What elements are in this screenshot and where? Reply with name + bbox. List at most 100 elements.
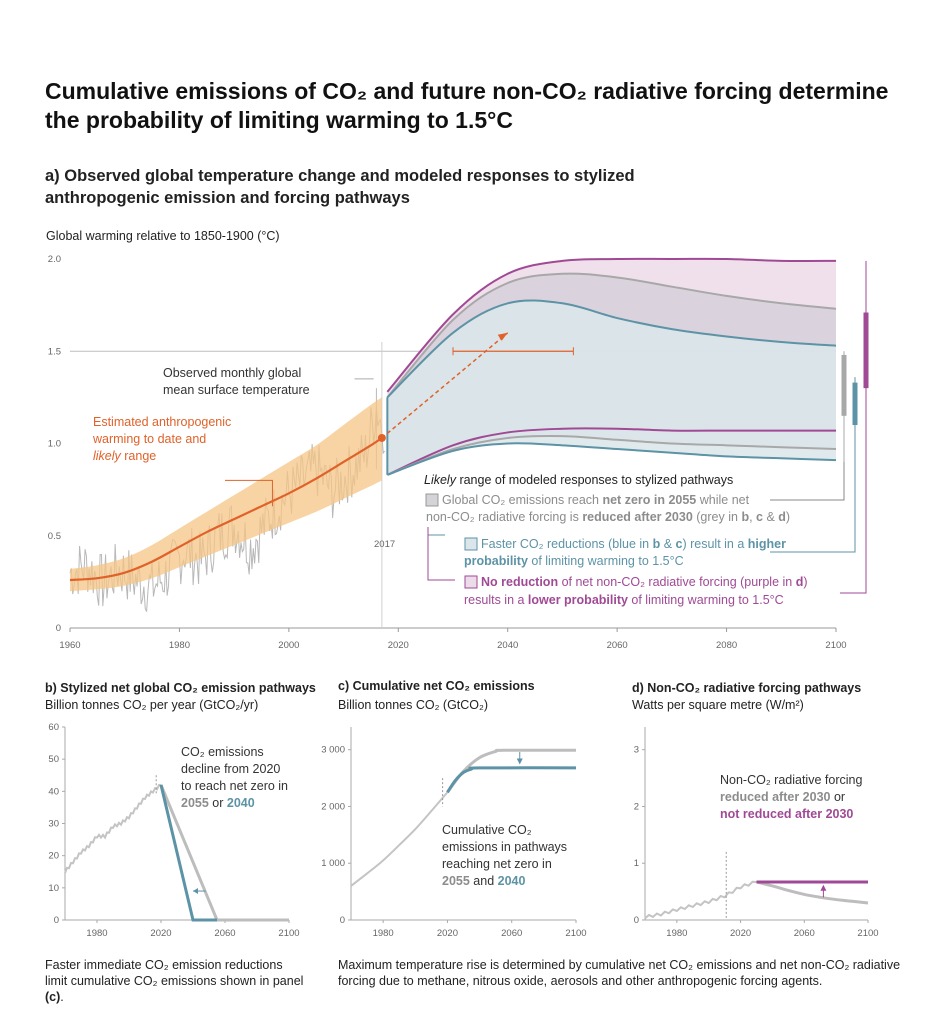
legend-purple-swatch: [464, 575, 478, 589]
rich-segment: lower probability: [528, 593, 628, 607]
rich-segment: b: [653, 537, 661, 551]
panel-b-subtitle: Billion tonnes CO₂ per year (GtCO₂/yr): [45, 698, 259, 712]
rich-segment: ,: [749, 510, 756, 524]
rich-segment: 2040: [227, 796, 255, 810]
panel-d-annotation-line-2: reduced after 2030 or: [720, 790, 845, 804]
x-tick-label: 2060: [794, 928, 815, 939]
x-tick-label: 1980: [86, 928, 107, 939]
rich-segment: ): [786, 510, 790, 524]
legend-blue-line-2: probability of limiting warming to 1.5°C: [464, 554, 684, 568]
rich-segment: d: [778, 510, 786, 524]
rich-segment: b: [741, 510, 749, 524]
rich-segment: (c): [45, 990, 61, 1004]
panel-d-arrowhead: [820, 884, 827, 891]
y-tick-label: 20: [48, 851, 59, 862]
rich-segment: c: [756, 510, 763, 524]
panel-c-annotation-line-4: 2055 and 2040: [442, 874, 525, 888]
band-upper-purple: [386, 257, 837, 393]
rich-segment: 2055: [442, 874, 470, 888]
x-tick-label: 2020: [388, 640, 409, 651]
rich-segment: (grey in: [693, 510, 742, 524]
rich-segment: c: [676, 537, 683, 551]
purple-to-bar-connector: [840, 434, 867, 594]
y-tick-label: 0: [340, 915, 345, 926]
reduced-after-2030: reduced after 2030: [720, 790, 831, 804]
anthropogenic-likely-band: [70, 397, 382, 592]
panel-d-annotation-line-3: not reduced after 2030: [720, 807, 853, 821]
panel-d-historical-line: [644, 880, 757, 920]
page-title: Cumulative emissions of CO₂ and future n…: [45, 78, 889, 133]
panel-d-grey-line: [756, 880, 869, 905]
anthropogenic-central-line: [69, 437, 383, 582]
observed-annotation-line-1: Observed monthly global: [163, 366, 301, 380]
rich-segment: Faster immediate CO₂ emission reductions…: [45, 958, 304, 988]
rich-segment: and: [470, 874, 498, 888]
panel-c-title: c) Cumulative net CO₂ emissions: [338, 679, 535, 693]
panel-a-title: a) Observed global temperature change an…: [45, 167, 635, 207]
panel-c-subtitle: Billion tonnes CO₂ (GtCO₂): [338, 698, 489, 712]
y-tick-label: 0: [54, 915, 59, 926]
rich-segment: ) result in a: [682, 537, 747, 551]
projection-dashed-arrow: [381, 332, 509, 439]
rich-segment: while net: [696, 493, 749, 507]
y-tick-label: 1.5: [48, 346, 61, 357]
y-tick-label: 0: [634, 915, 639, 926]
x-tick-label: 2020: [150, 928, 171, 939]
y-tick-label: 3 000: [321, 745, 345, 756]
y-tick-label: 50: [48, 754, 59, 765]
legend-purple-line-1: No reduction of net non-CO₂ radiative fo…: [481, 575, 808, 589]
y-tick-label: 0: [56, 623, 61, 634]
y-tick-label: 2: [634, 801, 639, 812]
panel-c-historical-line: [350, 791, 449, 887]
legend-blue-swatch: [464, 537, 478, 551]
x-tick-label: 2020: [730, 928, 751, 939]
range-text: range: [121, 449, 156, 463]
range-bar-likely-purple: [863, 312, 869, 389]
y-tick-label: 1.0: [48, 439, 61, 450]
band-lower-blue: [386, 442, 837, 476]
rich-segment: of net non-CO₂ radiative forcing (purple…: [558, 575, 796, 589]
legend-purple-line-2: results in a lower probability of limiti…: [464, 593, 784, 607]
legend-grey-line-2: non-CO₂ radiative forcing is reduced aft…: [426, 510, 790, 524]
estimated-annotation-leader: [225, 479, 273, 507]
rich-segment: .: [60, 990, 64, 1004]
rich-segment: of limiting warming to 1.5°C: [628, 593, 784, 607]
rich-segment: reduced after 2030: [582, 510, 693, 524]
x-tick-label: 2100: [857, 928, 878, 939]
range-bar-likely-grey: [841, 354, 847, 416]
panel-b-annotation-line-4: 2055 or 2040: [181, 796, 255, 810]
band-upper-grey: [386, 272, 837, 399]
legend-heading-rest: range of modeled responses to stylized p…: [456, 473, 733, 487]
legend-heading-italic: Likely: [424, 473, 457, 487]
x-tick-label: 2100: [825, 640, 846, 651]
x-tick-label: 2020: [437, 928, 458, 939]
panel-c-annotation-line-1: Cumulative CO₂: [442, 823, 532, 837]
legend-heading: Likely range of modeled responses to sty…: [424, 473, 733, 487]
rich-segment: of limiting warming to 1.5°C: [528, 554, 684, 568]
y-tick-label: 1 000: [321, 858, 345, 869]
panel-b-annotation-line-1: CO₂ emissions: [181, 745, 264, 759]
footnote-right: Maximum temperature rise is determined b…: [338, 958, 901, 988]
x-tick-label: 2100: [565, 928, 586, 939]
rich-segment: results in a: [464, 593, 528, 607]
legend-grey-line-1: Global CO₂ emissions reach net zero in 2…: [442, 493, 750, 507]
panel-d-subtitle: Watts per square metre (W/m²): [632, 698, 804, 712]
estimated-annotation-line-3: likely range: [93, 449, 156, 463]
panel-b-annotation-line-2: decline from 2020: [181, 762, 280, 776]
legend-grey-swatch: [425, 493, 439, 507]
grey-to-bar-connector: [770, 461, 845, 501]
panel-c-arrowhead: [516, 758, 523, 765]
x-tick-label: 2060: [501, 928, 522, 939]
band-upper-blue: [386, 299, 837, 399]
estimated-annotation-line-1: Estimated anthropogenic: [93, 415, 231, 429]
y-tick-label: 40: [48, 786, 59, 797]
x-tick-label: 1980: [666, 928, 687, 939]
rich-segment: 2040: [498, 874, 526, 888]
rich-segment: Faster CO₂ reductions (blue in: [481, 537, 653, 551]
rich-segment: higher: [748, 537, 786, 551]
panel-a-chart: 0 0.5 1.0 1.5 2.0 1960 1980 2000 2020 2040 2060 20…: [48, 254, 869, 651]
range-bar-likely-blue: [852, 382, 858, 426]
x-tick-label: 2100: [278, 928, 299, 939]
panel-c-annotation-line-2: emissions in pathways: [442, 840, 567, 854]
x-tick-label: 2040: [497, 640, 518, 651]
